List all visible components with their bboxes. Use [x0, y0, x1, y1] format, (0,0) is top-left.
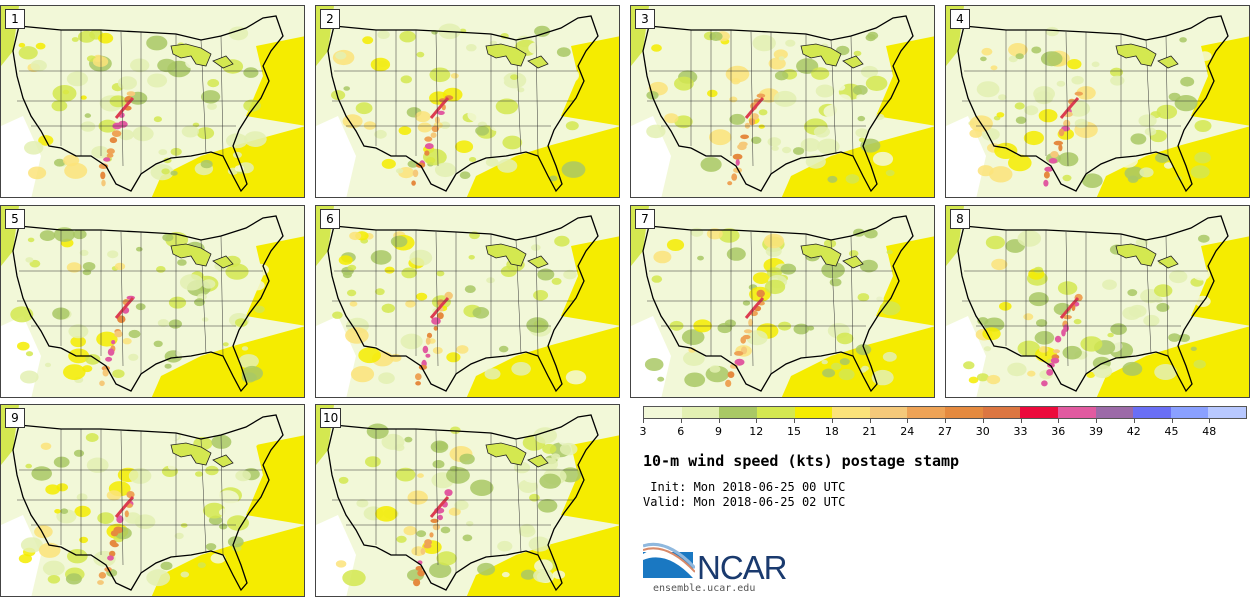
member-number: 4 — [950, 9, 970, 29]
ensemble-member-panel: 10 — [315, 404, 620, 597]
colorbar-tick-label: 18 — [824, 425, 839, 438]
colorbar-tick-label: 30 — [975, 425, 990, 438]
colorbar-segment — [1170, 407, 1209, 418]
member-number: 6 — [320, 209, 340, 229]
colorbar-tick-mark — [907, 419, 909, 423]
member-map — [316, 405, 619, 596]
colorbar-tick-mark — [1020, 419, 1022, 423]
ensemble-member-panel: 7 — [630, 205, 935, 398]
colorbar-tick-mark — [680, 419, 682, 423]
valid-time: Valid: Mon 2018-06-25 02 UTC — [643, 495, 846, 509]
colorbar-tick-label: 39 — [1089, 425, 1103, 438]
colorbar-tick-label: 33 — [1013, 425, 1028, 438]
colorbar-segment — [1208, 407, 1246, 418]
colorbar-segment — [982, 407, 1021, 418]
ncar-logo-icon — [643, 542, 695, 578]
ensemble-member-panel: 9 — [0, 404, 305, 597]
member-map — [1, 6, 304, 197]
colorbar-tick-mark — [831, 419, 833, 423]
ncar-logo-text: NCAR — [697, 549, 788, 586]
member-number: 1 — [5, 9, 25, 29]
colorbar-segment — [945, 407, 983, 418]
member-map — [316, 206, 619, 397]
member-map — [1, 405, 304, 596]
colorbar-segment — [1020, 407, 1058, 418]
member-map — [946, 206, 1249, 397]
member-number: 10 — [320, 408, 342, 428]
colorbar-tick-mark — [982, 419, 984, 423]
colorbar-tick-label: 3 — [639, 425, 647, 438]
colorbar-tick-mark — [643, 419, 644, 423]
colorbar-tick-label: 9 — [715, 425, 722, 438]
colorbar-segment — [681, 407, 720, 418]
colorbar-segment — [1095, 407, 1134, 418]
colorbar-tick-label: 27 — [938, 425, 952, 438]
colorbar-tick-mark — [794, 419, 795, 423]
ensemble-member-panel: 8 — [945, 205, 1250, 398]
member-map — [631, 206, 934, 397]
member-map — [631, 6, 934, 197]
colorbar-tick-mark — [756, 419, 758, 423]
colorbar-tick-label: 6 — [677, 425, 685, 438]
member-number: 3 — [635, 9, 655, 29]
ensemble-member-panel: 4 — [945, 5, 1250, 198]
colorbar-tick-label: 45 — [1164, 425, 1179, 438]
colorbar-tick-mark — [1058, 419, 1060, 423]
member-number: 8 — [950, 209, 970, 229]
member-map — [316, 6, 619, 197]
colorbar-tick-label: 24 — [900, 425, 915, 438]
colorbar-segment — [794, 407, 833, 418]
colorbar-tick-label: 42 — [1126, 425, 1141, 438]
colorbar-tick-mark — [718, 419, 720, 423]
colorbar-tick-label: 15 — [787, 425, 801, 438]
member-number: 7 — [635, 209, 655, 229]
colorbar-segment — [1133, 407, 1171, 418]
colorbar-tick-mark — [1133, 419, 1135, 423]
member-number: 2 — [320, 9, 340, 29]
colorbar-segment — [907, 407, 945, 418]
colorbar-tick-label: 48 — [1202, 425, 1217, 438]
colorbar — [643, 406, 1247, 419]
ensemble-member-panel: 5 — [0, 205, 305, 398]
member-map — [1, 206, 304, 397]
colorbar-segment — [832, 407, 870, 418]
colorbar-tick-label: 12 — [749, 425, 764, 438]
colorbar-segment — [719, 407, 757, 418]
ensemble-member-panel: 1 — [0, 5, 305, 198]
ensemble-member-panel: 3 — [630, 5, 935, 198]
ensemble-member-panel: 2 — [315, 5, 620, 198]
ensemble-url: ensemble.ucar.edu — [653, 583, 756, 594]
colorbar-tick-label: 36 — [1051, 425, 1066, 438]
colorbar-tick-mark — [869, 419, 871, 423]
member-number: 5 — [5, 209, 25, 229]
colorbar-segment — [869, 407, 908, 418]
init-time: Init: Mon 2018-06-25 00 UTC — [643, 480, 846, 494]
colorbar-tick-mark — [945, 419, 946, 423]
colorbar-tick-mark — [1209, 419, 1211, 423]
member-number: 9 — [5, 408, 25, 428]
colorbar-segment — [756, 407, 795, 418]
product-title: 10-m wind speed (kts) postage stamp — [643, 452, 960, 470]
colorbar-tick-mark — [1096, 419, 1097, 423]
colorbar-segment — [1057, 407, 1096, 418]
ensemble-member-panel: 6 — [315, 205, 620, 398]
colorbar-tick-label: 21 — [862, 425, 877, 438]
colorbar-segment — [644, 407, 682, 418]
member-map — [946, 6, 1249, 197]
colorbar-tick-mark — [1171, 419, 1173, 423]
